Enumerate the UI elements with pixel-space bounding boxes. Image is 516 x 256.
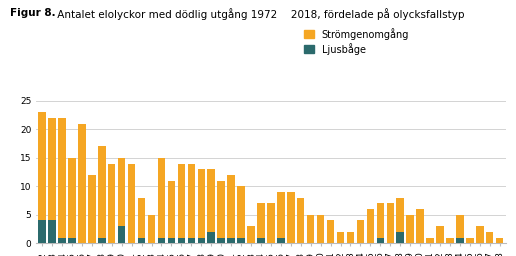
- Bar: [188, 164, 195, 238]
- Bar: [416, 209, 424, 243]
- Bar: [58, 238, 66, 243]
- Bar: [287, 192, 295, 243]
- Bar: [58, 118, 66, 238]
- Bar: [198, 169, 205, 238]
- Bar: [297, 198, 304, 243]
- Bar: [277, 238, 285, 243]
- Bar: [386, 203, 394, 243]
- Bar: [207, 232, 215, 243]
- Bar: [327, 220, 334, 243]
- Bar: [337, 232, 344, 243]
- Bar: [38, 112, 46, 220]
- Bar: [426, 238, 434, 243]
- Bar: [367, 209, 374, 243]
- Bar: [357, 220, 364, 243]
- Bar: [277, 192, 285, 238]
- Bar: [377, 238, 384, 243]
- Bar: [496, 238, 504, 243]
- Bar: [138, 198, 146, 238]
- Bar: [267, 203, 275, 243]
- Bar: [317, 215, 325, 243]
- Bar: [98, 238, 105, 243]
- Bar: [118, 158, 125, 226]
- Bar: [118, 226, 125, 243]
- Bar: [347, 232, 354, 243]
- Bar: [128, 164, 135, 243]
- Bar: [486, 232, 493, 243]
- Bar: [396, 232, 404, 243]
- Bar: [456, 215, 464, 238]
- Bar: [446, 238, 454, 243]
- Bar: [168, 181, 175, 238]
- Bar: [257, 238, 265, 243]
- Bar: [68, 158, 76, 238]
- Bar: [217, 238, 225, 243]
- Bar: [237, 238, 245, 243]
- Bar: [168, 238, 175, 243]
- Bar: [158, 238, 165, 243]
- Bar: [178, 164, 185, 238]
- Text: Antalet elolyckor med dödlig utgång 1972  2018, fördelade på olycksfallstyp: Antalet elolyckor med dödlig utgång 1972…: [54, 8, 465, 20]
- Bar: [198, 238, 205, 243]
- Bar: [148, 215, 155, 243]
- Bar: [237, 186, 245, 238]
- Bar: [407, 215, 414, 243]
- Bar: [49, 220, 56, 243]
- Bar: [456, 238, 464, 243]
- Bar: [88, 175, 95, 243]
- Bar: [188, 238, 195, 243]
- Bar: [247, 226, 255, 243]
- Bar: [49, 118, 56, 220]
- Bar: [68, 238, 76, 243]
- Bar: [207, 169, 215, 232]
- Bar: [158, 158, 165, 238]
- Bar: [217, 181, 225, 238]
- Bar: [476, 226, 483, 243]
- Legend: Strömgenomgång, Ljusbåge: Strömgenomgång, Ljusbåge: [304, 28, 409, 55]
- Bar: [377, 203, 384, 238]
- Bar: [466, 238, 474, 243]
- Bar: [228, 238, 235, 243]
- Bar: [108, 164, 116, 243]
- Bar: [228, 175, 235, 238]
- Bar: [98, 146, 105, 238]
- Bar: [38, 220, 46, 243]
- Bar: [396, 198, 404, 232]
- Bar: [138, 238, 146, 243]
- Bar: [307, 215, 314, 243]
- Bar: [78, 124, 86, 243]
- Bar: [257, 203, 265, 238]
- Bar: [437, 226, 444, 243]
- Text: Figur 8.: Figur 8.: [10, 8, 56, 18]
- Bar: [178, 238, 185, 243]
